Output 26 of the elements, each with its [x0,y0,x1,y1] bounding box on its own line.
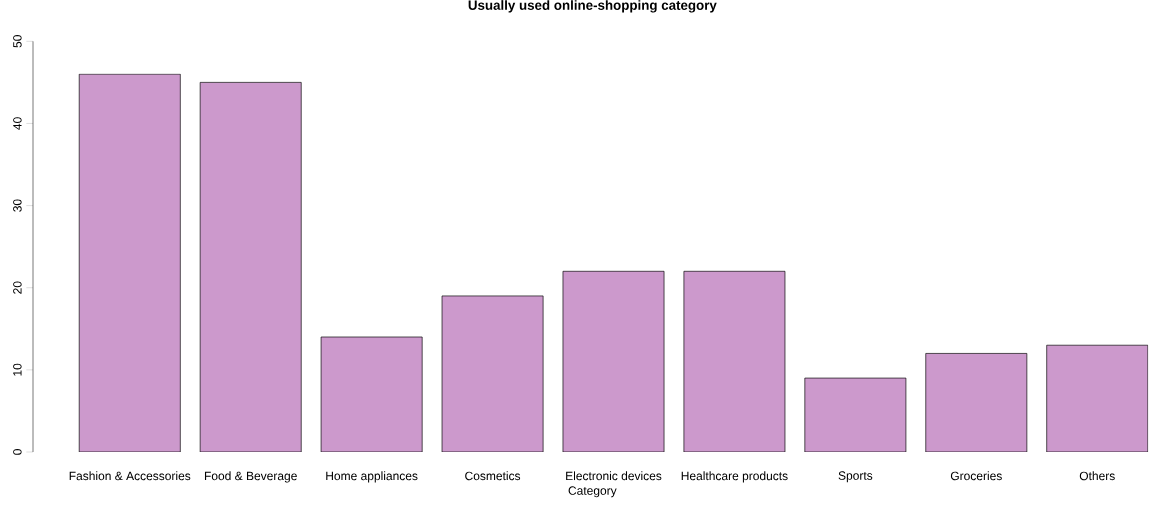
bar [200,82,302,452]
x-tick-label: Home appliances [326,471,418,483]
x-tick-label: Food & Beverage [204,471,297,483]
bar [925,353,1027,452]
y-tick-label: 20 [13,281,22,294]
bar [442,295,544,452]
x-tick-label: Fashion & Accessories [69,471,191,481]
bar [79,74,181,452]
y-tick-label: 0 [13,449,22,455]
x-tick-label: Sports [838,471,873,483]
x-tick-label: Healthcare products [681,471,788,483]
bar [1046,344,1149,452]
bar [683,271,785,452]
x-tick-label: Groceries [950,471,1002,481]
x-tick-label: Electronic devices [566,471,662,481]
x-axis-title: Category [568,486,617,498]
y-tick-label: 10 [13,363,22,376]
y-tick-label: 40 [13,117,22,130]
chart-title: Usually used online-shopping category [468,0,717,13]
bar [804,378,906,452]
bar [562,271,665,452]
x-tick-label: Cosmetics [465,471,521,481]
y-tick-label: 30 [13,199,22,212]
bar [321,337,423,452]
x-tick-label: Others [1079,471,1115,481]
y-tick-label: 50 [13,35,22,48]
